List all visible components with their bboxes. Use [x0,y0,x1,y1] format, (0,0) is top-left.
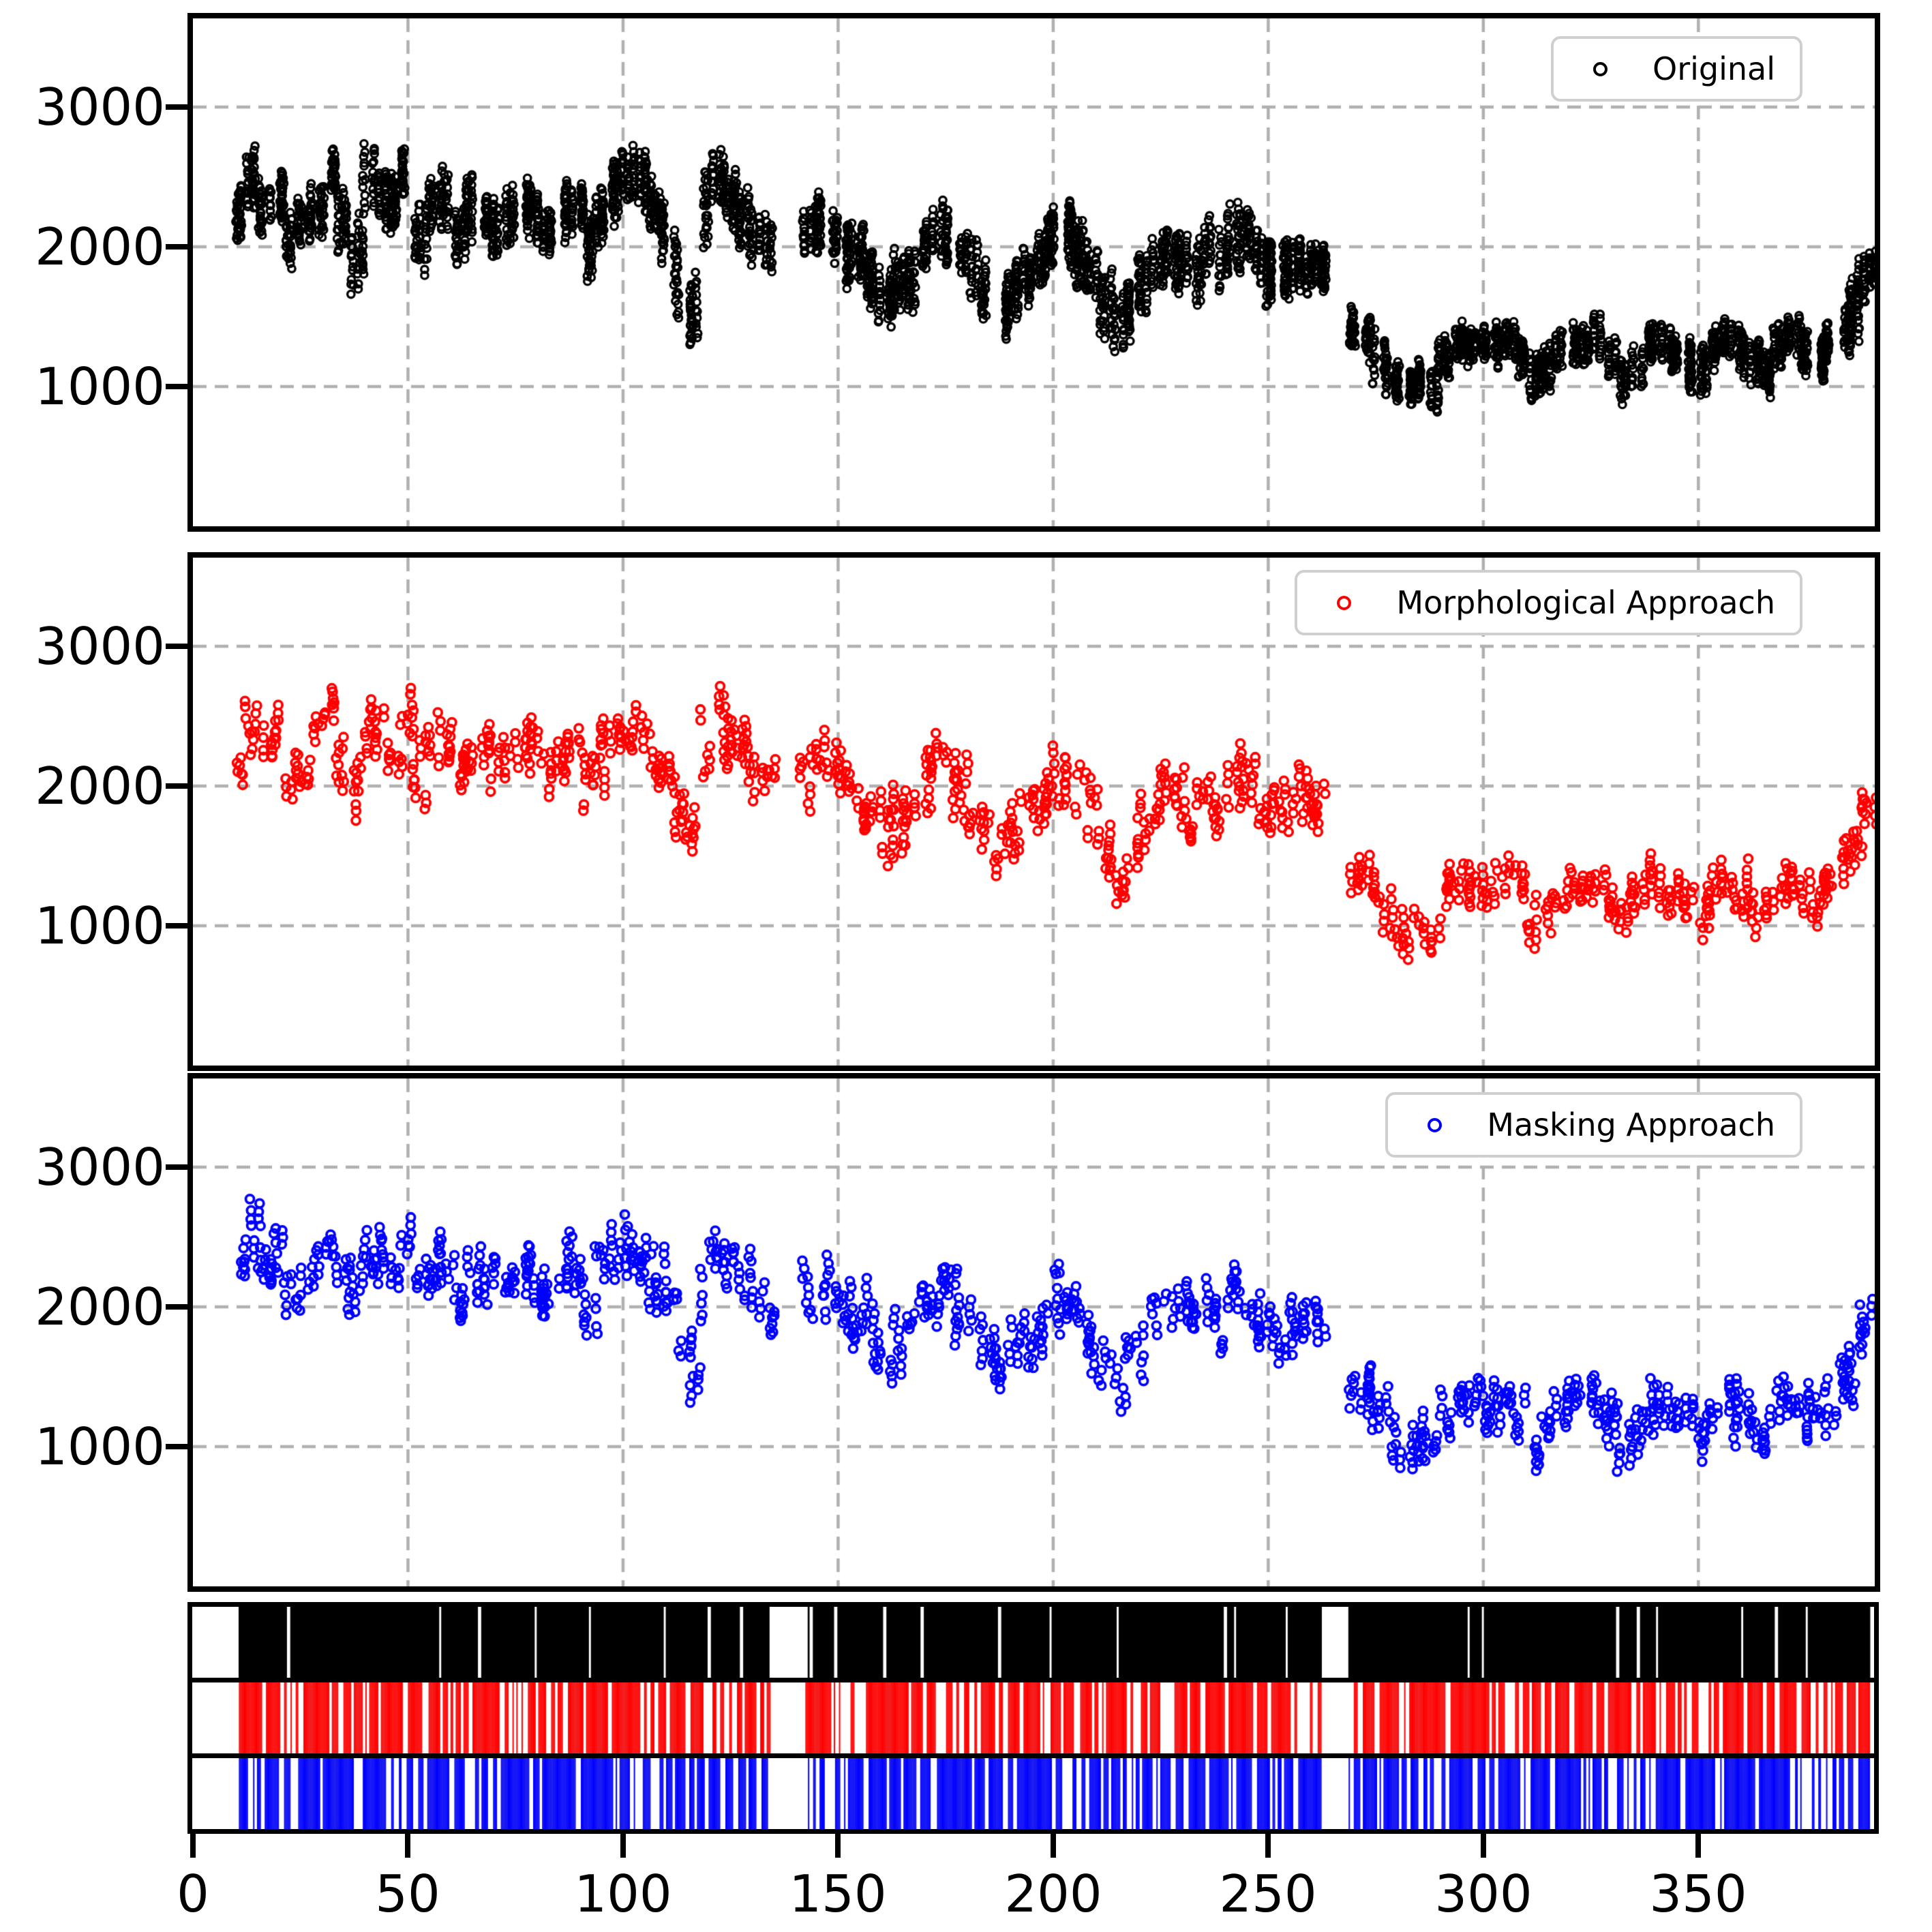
y-tick [166,1164,193,1170]
axes-masking: Masking Approach [187,1073,1880,1592]
y-tick [166,384,193,389]
x-tick [190,1833,196,1858]
x-tick [1265,1833,1271,1858]
y-tick-label: 3000 [35,616,165,676]
x-tick-label: 100 [574,1864,672,1924]
y-tick-label: 2000 [35,217,165,277]
x-tick-label: 200 [1004,1864,1102,1924]
scatter-canvas-original [193,18,1875,526]
x-tick-label: 150 [789,1864,887,1924]
y-tick-label: 3000 [35,77,165,137]
x-tick-label: 350 [1649,1864,1747,1924]
y-tick [166,1304,193,1310]
y-tick-label: 2000 [35,1277,165,1337]
x-tick-label: 250 [1219,1864,1317,1924]
axes-original: Original [187,13,1880,532]
x-tick [1695,1833,1701,1858]
circle-marker-icon [1428,1117,1443,1132]
y-tick-label: 2000 [35,756,165,816]
x-tick [835,1833,841,1858]
x-tick-label: 50 [375,1864,440,1924]
legend-original: Original [1550,36,1802,102]
legend-label: Morphological Approach [1396,584,1775,621]
x-tick [620,1833,626,1858]
circle-marker-icon [1593,61,1608,76]
raster-row-masking [187,1753,1879,1834]
y-tick-label: 3000 [35,1137,165,1197]
y-tick [166,923,193,929]
y-tick-label: 1000 [35,1417,165,1477]
y-tick-label: 1000 [35,896,165,956]
y-tick [166,783,193,789]
raster-row-morphological [187,1678,1879,1758]
circle-marker-icon [1337,595,1352,610]
x-tick [1051,1833,1056,1858]
legend-label: Masking Approach [1487,1106,1775,1143]
x-tick-label: 0 [177,1864,209,1924]
y-tick [166,644,193,649]
axes-morphological: Morphological Approach [187,552,1880,1071]
raster-canvas-masking [192,1758,1874,1829]
legend-label: Original [1652,50,1775,87]
scatter-canvas-morphological [193,558,1875,1066]
raster-canvas-original [192,1607,1874,1678]
raster-canvas-morphological [192,1682,1874,1753]
y-tick-label: 1000 [35,357,165,417]
y-tick [166,244,193,250]
y-tick [166,1444,193,1449]
x-tick [1481,1833,1486,1858]
x-tick [405,1833,410,1858]
raster-row-original [187,1602,1879,1682]
legend-masking: Masking Approach [1385,1092,1802,1158]
x-tick-label: 300 [1434,1864,1533,1924]
legend-morphological: Morphological Approach [1295,570,1802,635]
scatter-canvas-masking [193,1078,1875,1586]
y-tick [166,104,193,110]
